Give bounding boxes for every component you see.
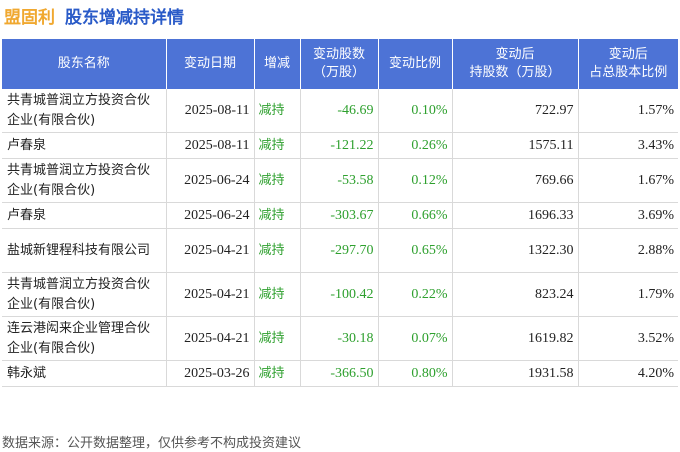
column-header: 变动日期 xyxy=(166,39,255,89)
cell-dir: 减持 xyxy=(254,89,301,133)
table-row: 连云港闳来企业管理合伙企业(有限合伙) 2025-04-21 减持 -30.18 0.0… xyxy=(2,316,678,361)
cell-ratio: 0.65% xyxy=(378,228,453,273)
cell-date: 2025-06-24 xyxy=(166,202,255,229)
table-row: 共青城普润立方投资合伙企业(有限合伙) 2025-08-11 减持 -46.69 0.1… xyxy=(2,89,678,133)
cell-after: 1322.30 xyxy=(452,228,579,273)
column-header: 变动后 占总股本比例 xyxy=(578,39,678,89)
cell-name: 共青城普润立方投资合伙企业(有限合伙) xyxy=(2,89,167,133)
cell-after: 1696.33 xyxy=(452,202,579,229)
cell-name: 盐城新锂程科技有限公司 xyxy=(2,228,167,273)
cell-name: 连云港闳来企业管理合伙企业(有限合伙) xyxy=(2,316,167,361)
cell-after: 1619.82 xyxy=(452,316,579,361)
table-row: 韩永斌 2025-03-26 减持 -366.50 0.80% 1931.58 4.20% xyxy=(2,360,678,387)
cell-after: 722.97 xyxy=(452,89,579,133)
cell-after: 823.24 xyxy=(452,272,579,317)
cell-pct: 3.43% xyxy=(578,132,678,159)
cell-date: 2025-08-11 xyxy=(166,132,255,159)
cell-pct: 3.52% xyxy=(578,316,678,361)
column-header: 变动比例 xyxy=(378,39,453,89)
cell-after: 769.66 xyxy=(452,158,579,203)
table-row: 共青城普润立方投资合伙企业(有限合伙) 2025-06-24 减持 -53.58 0.1… xyxy=(2,158,678,203)
cell-after: 1575.11 xyxy=(452,132,579,159)
column-header: 股东名称 xyxy=(2,39,167,89)
cell-change: -100.42 xyxy=(300,272,379,317)
company-name: 盟固利 xyxy=(4,7,55,28)
column-header: 变动后 持股数（万股） xyxy=(452,39,579,89)
cell-change: -303.67 xyxy=(300,202,379,229)
cell-date: 2025-04-21 xyxy=(166,228,255,273)
cell-pct: 4.20% xyxy=(578,360,678,387)
cell-dir: 减持 xyxy=(254,158,301,203)
cell-date: 2025-08-11 xyxy=(166,89,255,133)
cell-change: -366.50 xyxy=(300,360,379,387)
cell-dir: 减持 xyxy=(254,316,301,361)
page-title: 股东增减持详情 xyxy=(65,7,184,28)
cell-ratio: 0.26% xyxy=(378,132,453,159)
table-row: 共青城普润立方投资合伙企业(有限合伙) 2025-04-21 减持 -100.42 0.… xyxy=(2,272,678,317)
cell-name: 共青城普润立方投资合伙企业(有限合伙) xyxy=(2,158,167,203)
cell-name: 卢春泉 xyxy=(2,202,167,229)
cell-ratio: 0.10% xyxy=(378,89,453,133)
cell-dir: 减持 xyxy=(254,228,301,273)
cell-pct: 3.69% xyxy=(578,202,678,229)
cell-dir: 减持 xyxy=(254,132,301,159)
cell-name: 共青城普润立方投资合伙企业(有限合伙) xyxy=(2,272,167,317)
cell-name: 韩永斌 xyxy=(2,360,167,387)
shareholder-change-table: 股东名称 变动日期 增减 变动股数 （万股） 变动比例 变动后 持股数（万股） … xyxy=(2,39,678,387)
column-header: 增减 xyxy=(254,39,301,89)
table-row: 卢春泉 2025-08-11 减持 -121.22 0.26% 1575.11 3.43% xyxy=(2,132,678,159)
cell-ratio: 0.12% xyxy=(378,158,453,203)
data-source-note: 数据来源：公开数据整理，仅供参考不构成投资建议 xyxy=(2,436,302,451)
cell-name: 卢春泉 xyxy=(2,132,167,159)
cell-ratio: 0.80% xyxy=(378,360,453,387)
cell-date: 2025-03-26 xyxy=(166,360,255,387)
cell-change: -46.69 xyxy=(300,89,379,133)
cell-change: -53.58 xyxy=(300,158,379,203)
cell-ratio: 0.22% xyxy=(378,272,453,317)
cell-ratio: 0.66% xyxy=(378,202,453,229)
cell-dir: 减持 xyxy=(254,272,301,317)
cell-dir: 减持 xyxy=(254,360,301,387)
cell-pct: 2.88% xyxy=(578,228,678,273)
cell-change: -30.18 xyxy=(300,316,379,361)
table-row: 卢春泉 2025-06-24 减持 -303.67 0.66% 1696.33 3.69% xyxy=(2,202,678,229)
cell-dir: 减持 xyxy=(254,202,301,229)
cell-change: -121.22 xyxy=(300,132,379,159)
cell-pct: 1.57% xyxy=(578,89,678,133)
cell-date: 2025-06-24 xyxy=(166,158,255,203)
cell-date: 2025-04-21 xyxy=(166,272,255,317)
title-bar: 盟固利 股东增减持详情 xyxy=(0,0,680,30)
cell-ratio: 0.07% xyxy=(378,316,453,361)
table-header-row: 股东名称 变动日期 增减 变动股数 （万股） 变动比例 变动后 持股数（万股） … xyxy=(2,39,678,89)
column-header: 变动股数 （万股） xyxy=(300,39,379,89)
cell-change: -297.70 xyxy=(300,228,379,273)
table-row: 盐城新锂程科技有限公司 2025-04-21 减持 -297.70 0.65% 1322.… xyxy=(2,228,678,273)
cell-pct: 1.67% xyxy=(578,158,678,203)
cell-pct: 1.79% xyxy=(578,272,678,317)
cell-date: 2025-04-21 xyxy=(166,316,255,361)
cell-after: 1931.58 xyxy=(452,360,579,387)
